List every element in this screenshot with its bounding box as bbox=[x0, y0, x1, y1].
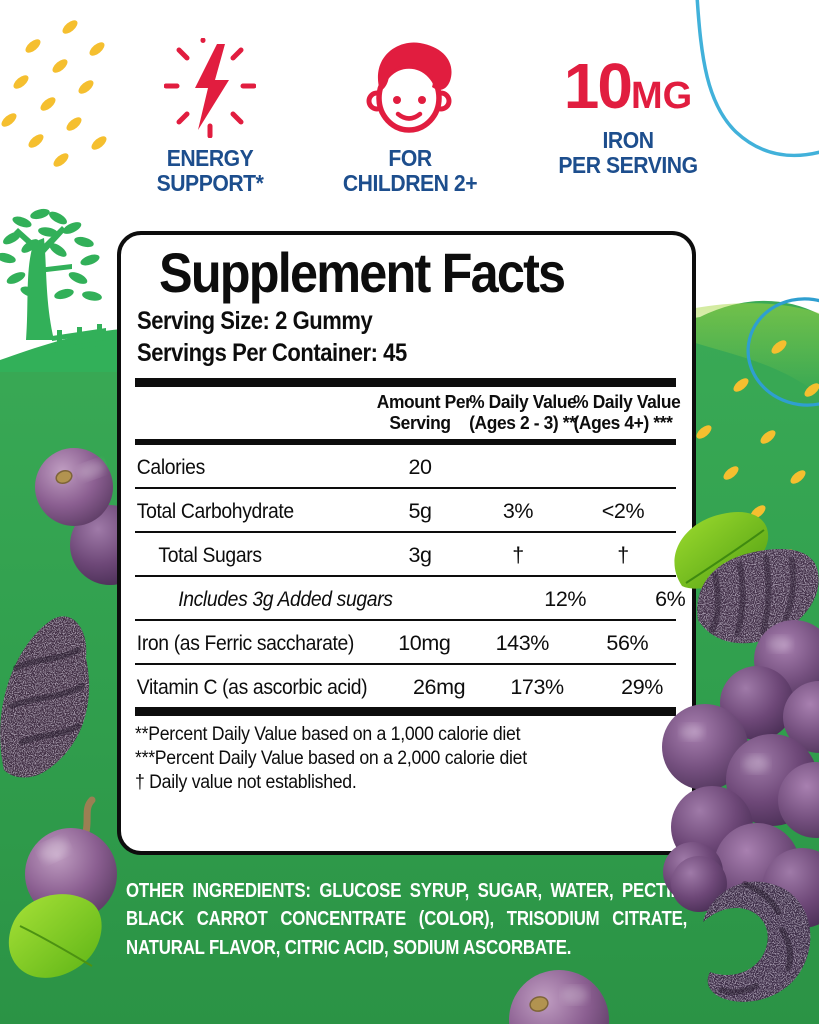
serving-size: Serving Size: 2 Gummy bbox=[137, 307, 373, 335]
nutrient-dv-ages-2-3: 12% bbox=[544, 587, 587, 612]
facts-row: Total Sugars 3g † † bbox=[135, 533, 676, 578]
column-amount-per-serving: Amount Per Serving bbox=[376, 391, 472, 433]
nutrient-dv-ages-4plus: 29% bbox=[621, 675, 663, 700]
servings-per-container: Servings Per Container: 45 bbox=[137, 339, 407, 367]
nutrient-amount: 20 bbox=[408, 455, 432, 480]
facts-table-body: Calories 20 Total Carbohydrate 5g 3% <2%… bbox=[135, 445, 686, 707]
badge-energy-support: ENERGY SUPPORT* bbox=[130, 36, 290, 197]
nutrient-name: Calories bbox=[136, 455, 205, 480]
nutrient-amount: 3g bbox=[408, 543, 432, 568]
nutrient-name: Vitamin C (as ascorbic acid) bbox=[136, 675, 368, 700]
panel-title: Supplement Facts bbox=[159, 241, 566, 304]
gummy-left bbox=[0, 616, 90, 778]
nutrient-dv-ages-4plus: <2% bbox=[601, 499, 645, 524]
fence bbox=[52, 324, 106, 354]
divider-thick-header bbox=[135, 439, 676, 446]
divider-thick-bottom bbox=[135, 707, 676, 717]
nutrient-dv-ages-2-3: 143% bbox=[495, 631, 550, 656]
energy-support-label: ENERGY SUPPORT* bbox=[156, 145, 264, 197]
footnote-1000-calorie: **Percent Daily Value based on a 1,000 c… bbox=[135, 724, 521, 746]
facts-table-header: Amount Per Serving % Daily Value (Ages 2 -… bbox=[135, 387, 681, 439]
facts-row: Iron (as Ferric saccharate) 10mg 143% 56… bbox=[135, 621, 676, 666]
iron-amount: 10MG bbox=[563, 50, 693, 122]
facts-row: Calories 20 bbox=[135, 445, 676, 490]
child-face-icon bbox=[326, 36, 494, 138]
nutrient-name: Total Carbohydrate bbox=[136, 499, 294, 524]
nutrient-dv-ages-2-3: 173% bbox=[510, 675, 564, 700]
facts-row: Vitamin C (as ascorbic acid) 26mg 173% 2… bbox=[135, 665, 676, 707]
footnote-daily-value: † Daily value not established. bbox=[135, 771, 357, 793]
badge-iron-per-serving: 10MG IRON PER SERVING bbox=[538, 54, 718, 179]
nutrient-dv-ages-4plus: 56% bbox=[606, 631, 649, 656]
nutrient-amount: 26mg bbox=[412, 675, 466, 700]
cyan-swoosh-line bbox=[695, 0, 819, 158]
nutrient-amount: 5g bbox=[408, 499, 432, 524]
badge-for-children: FOR CHILDREN 2+ bbox=[326, 36, 494, 197]
nutrient-name: Total Sugars bbox=[158, 543, 262, 568]
column-daily-value-ages-2-3: % Daily Value (Ages 2 - 3) ** bbox=[469, 391, 577, 433]
iron-per-serving-label: IRON PER SERVING bbox=[558, 127, 698, 179]
other-ingredients-text: GLUCOSE SYRUP, SUGAR, WATER, PECTIN, BLA… bbox=[126, 880, 688, 959]
nutrient-name: Iron (as Ferric saccharate) bbox=[136, 631, 355, 656]
footnote-2000-calorie: ***Percent Daily Value based on a 2,000 … bbox=[135, 747, 527, 769]
nutrient-amount: 10mg bbox=[398, 631, 451, 656]
nutrient-dv-ages-4plus: 6% bbox=[655, 587, 686, 612]
column-daily-value-ages-4plus: % Daily Value (Ages 4+) *** bbox=[573, 391, 681, 433]
yellow-dots-top-left bbox=[1, 20, 107, 167]
footnotes: **Percent Daily Value based on a 1,000 c… bbox=[135, 716, 638, 794]
facts-row: Total Carbohydrate 5g 3% <2% bbox=[135, 489, 676, 534]
nutrient-dv-ages-2-3: 3% bbox=[502, 499, 534, 524]
other-ingredients: OTHER INGREDIENTS: GLUCOSE SYRUP, SUGAR,… bbox=[126, 877, 687, 962]
blue-circle-outline bbox=[746, 297, 819, 407]
other-ingredients-label: OTHER INGREDIENTS: bbox=[126, 880, 311, 902]
divider-thick-top bbox=[135, 378, 676, 387]
supplement-facts-panel: Supplement Facts Serving Size: 2 Gummy S… bbox=[117, 231, 696, 855]
lightning-icon bbox=[130, 36, 290, 138]
nutrient-dv-ages-2-3: † bbox=[512, 543, 524, 568]
for-children-label: FOR CHILDREN 2+ bbox=[342, 145, 478, 197]
nutrient-name: Includes 3g Added sugars bbox=[178, 587, 393, 612]
facts-row: Includes 3g Added sugars 12% 6% bbox=[135, 577, 686, 622]
nutrient-dv-ages-4plus: † bbox=[617, 543, 629, 568]
